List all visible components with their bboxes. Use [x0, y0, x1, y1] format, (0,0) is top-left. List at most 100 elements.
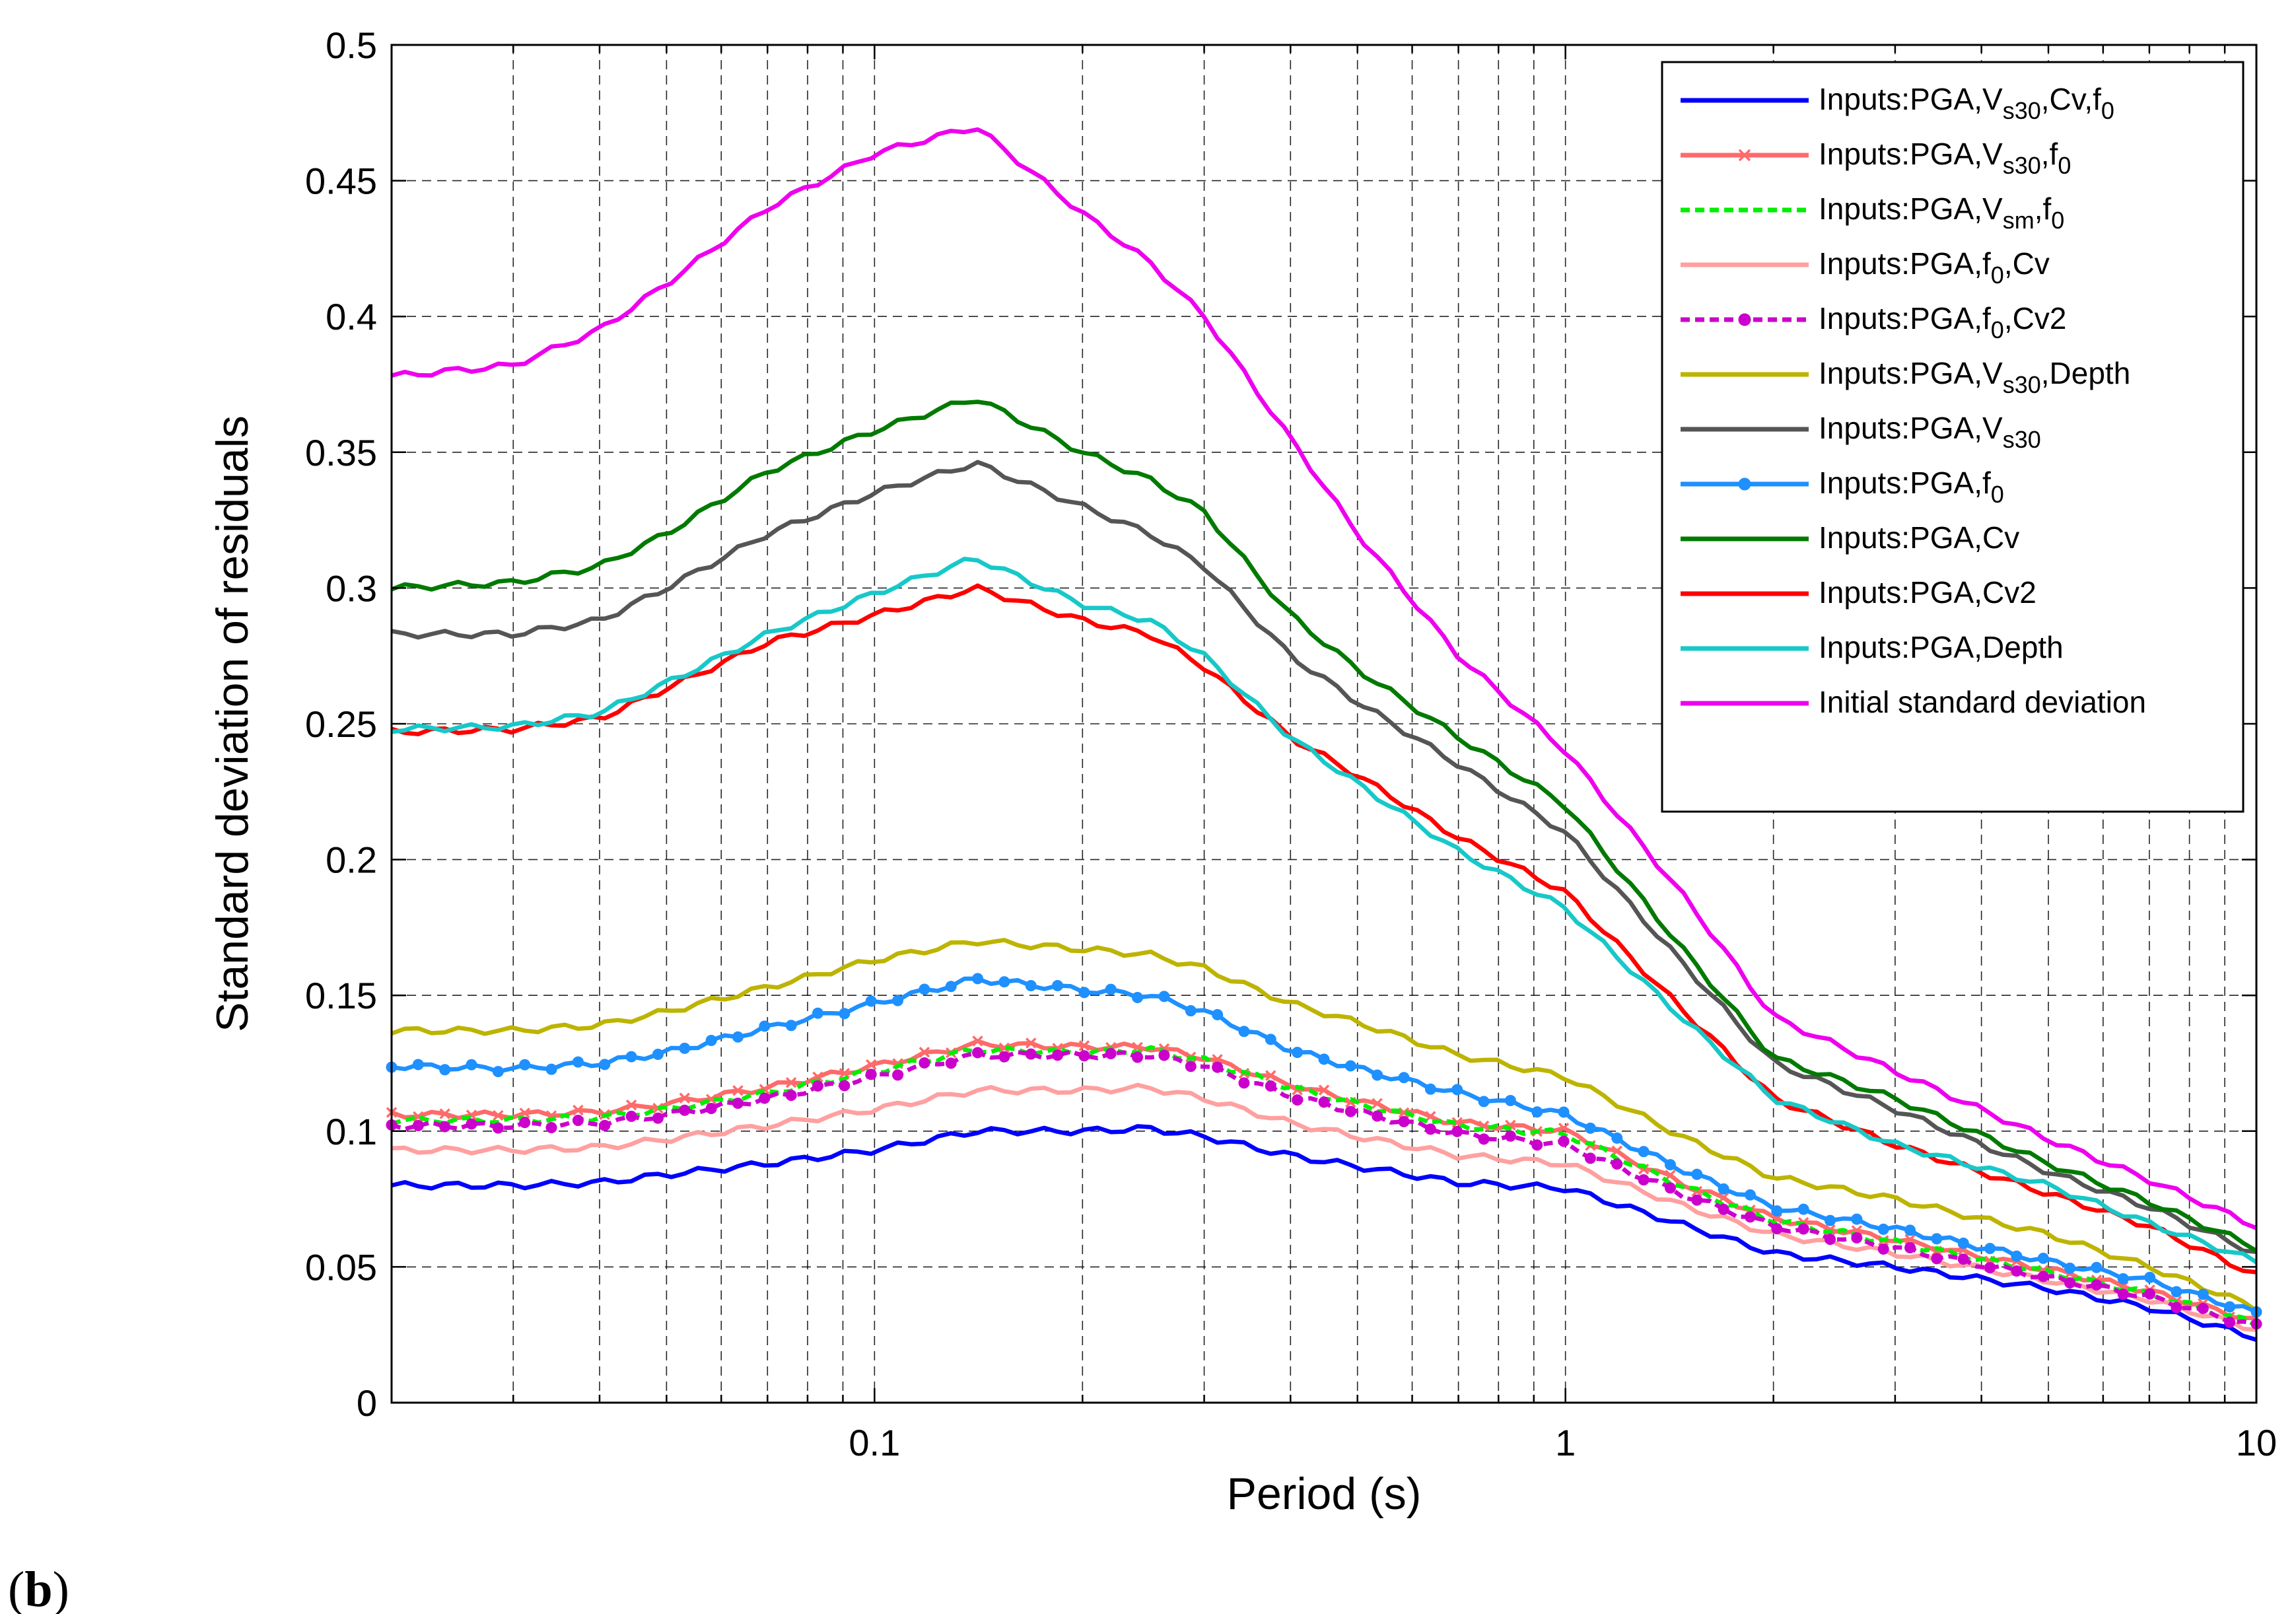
data-point — [2171, 1302, 2182, 1314]
data-point — [1025, 1037, 1037, 1049]
data-point — [1372, 1110, 1383, 1122]
data-point — [2037, 1252, 2049, 1264]
legend-label: Inputs:PGA,f0,Cv2 — [1819, 301, 2066, 343]
data-point — [1451, 1125, 1463, 1137]
data-point — [1931, 1253, 1943, 1265]
data-point — [1718, 1183, 1729, 1195]
data-point — [785, 1090, 797, 1102]
data-point — [1158, 991, 1170, 1002]
y-tick-label: 0.25 — [305, 703, 377, 745]
legend-item: Inputs:PGA,Cv2 — [1681, 575, 2036, 610]
data-point — [1212, 1054, 1223, 1065]
legend-label-sub: 0 — [1991, 262, 2004, 289]
series-line — [391, 460, 2257, 1254]
y-tick-label: 0.45 — [305, 160, 377, 202]
data-point — [519, 1107, 530, 1119]
data-point — [1372, 1098, 1383, 1109]
data-point — [732, 1098, 744, 1109]
data-point — [1797, 1203, 1809, 1215]
data-point — [759, 1092, 771, 1104]
data-point — [1478, 1133, 1490, 1145]
data-point — [1025, 980, 1037, 992]
y-tick-label: 0.15 — [305, 975, 377, 1016]
data-point — [599, 1059, 611, 1070]
data-point — [1904, 1242, 1916, 1253]
series-line — [391, 1124, 2257, 1342]
legend-label: Inputs:PGA,f0 — [1819, 466, 2004, 508]
data-point — [1738, 149, 1751, 162]
data-point — [1531, 1106, 1543, 1118]
data-point — [839, 1008, 851, 1020]
data-point — [1558, 1106, 1570, 1118]
data-point — [705, 1102, 717, 1114]
data-point — [1158, 1049, 1170, 1061]
legend-label-base: Inputs:PGA,V — [1819, 411, 2003, 445]
data-point — [2011, 1265, 2023, 1277]
data-point — [1957, 1237, 1969, 1249]
data-point — [652, 1048, 664, 1060]
data-point — [519, 1059, 531, 1070]
data-point — [1744, 1211, 1756, 1223]
data-point — [1851, 1213, 1863, 1225]
data-point — [1265, 1034, 1276, 1045]
data-point — [2224, 1316, 2236, 1328]
data-point — [1052, 1049, 1064, 1061]
data-point — [892, 995, 904, 1006]
data-point — [839, 1068, 851, 1079]
data-point — [998, 1042, 1010, 1054]
data-point — [1318, 1096, 1330, 1108]
y-tick-label: 0.35 — [305, 432, 377, 474]
legend-label-sub: sm — [2003, 207, 2035, 234]
data-point — [625, 1051, 637, 1063]
data-point — [1665, 1170, 1676, 1181]
data-point — [1664, 1182, 1676, 1194]
x-tick-label: 10 — [2236, 1422, 2277, 1463]
data-point — [919, 983, 930, 995]
data-point — [1185, 1061, 1197, 1072]
data-point — [1185, 1005, 1197, 1017]
legend-label-base: Inputs:PGA,V — [1819, 356, 2003, 390]
legend-box — [1661, 61, 2244, 813]
legend-label-base: Inputs:PGA,V — [1819, 137, 2003, 171]
series-11 — [391, 557, 2258, 1265]
y-tick-label: 0 — [357, 1382, 377, 1424]
data-point — [1451, 1117, 1463, 1128]
data-point — [1771, 1223, 1783, 1235]
data-point — [1904, 1234, 1916, 1246]
legend-label: Inputs:PGA,f0,Cv — [1819, 246, 2050, 289]
legend-label: Inputs:PGA,Depth — [1819, 630, 2064, 664]
legend-label-mid: ,Cv — [2004, 246, 2050, 281]
legend-label: Inputs:PGA,Vs30 — [1819, 411, 2041, 453]
data-point — [972, 1035, 983, 1047]
data-point — [998, 1051, 1010, 1063]
legend-label-base: Inputs:PGA,V — [1819, 192, 2003, 226]
legend-label-sub: 0 — [1991, 481, 2004, 508]
data-point — [1212, 1008, 1224, 1020]
x-tick-label: 1 — [1555, 1422, 1576, 1463]
legend-item: Initial standard deviation — [1681, 685, 2146, 719]
data-point — [839, 1080, 851, 1092]
data-point — [2064, 1277, 2076, 1289]
data-point — [1078, 987, 1090, 999]
data-point — [439, 1064, 451, 1076]
data-point — [572, 1115, 584, 1127]
data-point — [1691, 1168, 1703, 1180]
x-tick-label: 0.1 — [849, 1422, 900, 1463]
data-point — [812, 1080, 823, 1092]
data-point — [1398, 1107, 1410, 1119]
data-point — [439, 1121, 451, 1133]
legend-label-base: Inputs:PGA,f — [1819, 246, 1991, 281]
data-point — [1398, 1072, 1410, 1084]
series-line — [391, 1082, 2257, 1332]
data-point — [972, 973, 984, 985]
data-point — [2091, 1261, 2103, 1273]
series-4 — [391, 1082, 2257, 1332]
legend-label-sub2: 0 — [2051, 207, 2064, 234]
data-point — [2224, 1301, 2236, 1313]
data-point — [679, 1104, 691, 1116]
data-point — [1292, 1047, 1304, 1059]
y-tick-label: 0.1 — [326, 1111, 377, 1152]
panel-label-letter: b — [24, 1562, 52, 1614]
data-point — [1638, 1146, 1650, 1158]
series-line — [391, 583, 2257, 1275]
